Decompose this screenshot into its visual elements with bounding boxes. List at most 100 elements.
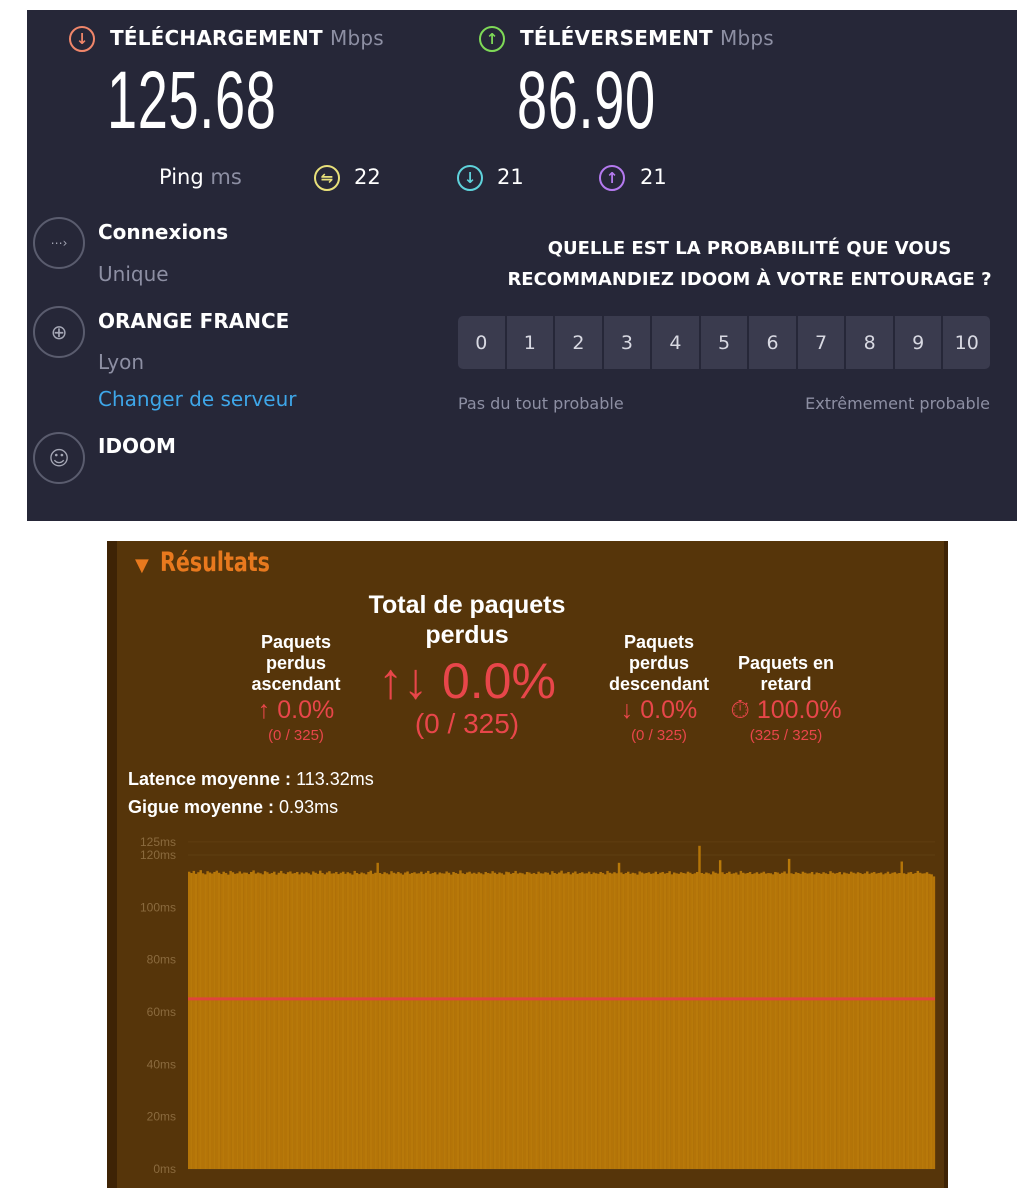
latency-bar — [762, 871, 766, 1169]
latency-bar — [413, 872, 416, 1169]
ping-text: Ping — [159, 165, 204, 189]
latency-bar — [679, 872, 683, 1169]
provider-name: IDOOM — [98, 434, 176, 458]
latency-bar — [353, 870, 356, 1169]
latency-bar — [463, 874, 467, 1169]
latency-bar — [622, 874, 625, 1169]
latency-bar — [604, 874, 607, 1169]
upstream-label-1: Paquets — [260, 632, 332, 652]
survey-option-8[interactable]: 8 — [846, 316, 893, 369]
latency-bar — [381, 874, 384, 1169]
latency-bar — [555, 873, 559, 1169]
latency-bar — [907, 872, 910, 1169]
upstream-label-3: ascendant — [251, 674, 341, 694]
latency-bar — [341, 871, 345, 1169]
latency-bar — [659, 872, 662, 1169]
latency-bar — [282, 873, 285, 1169]
latency-bar — [861, 874, 864, 1169]
results-panel: ▼ Résultats Paquets perdus ascendant ↑ 0… — [107, 541, 948, 1188]
latency-bar — [833, 873, 837, 1169]
latency-bar — [921, 873, 924, 1169]
latency-bar — [493, 872, 497, 1169]
latency-bar — [677, 873, 681, 1169]
latency-bar — [558, 872, 561, 1169]
latency-bar — [551, 871, 554, 1169]
latency-bar — [482, 874, 485, 1169]
latency-bar — [599, 871, 602, 1169]
survey-option-2[interactable]: 2 — [555, 316, 602, 369]
latency-bar — [374, 872, 377, 1169]
survey-option-4[interactable]: 4 — [652, 316, 699, 369]
latency-bar — [631, 872, 635, 1169]
survey-option-6[interactable]: 6 — [749, 316, 796, 369]
latency-bar — [778, 873, 782, 1169]
latency-bar — [884, 873, 887, 1169]
latency-bar — [394, 873, 398, 1169]
latency-bar — [776, 872, 779, 1169]
latency-bar — [245, 872, 248, 1169]
latency-bar — [735, 872, 738, 1169]
latency-bar — [581, 872, 584, 1169]
latency-bar — [417, 873, 421, 1169]
survey-option-7[interactable]: 7 — [797, 316, 845, 369]
latency-bar — [571, 872, 575, 1169]
latency-bar — [755, 872, 759, 1169]
survey-option-5[interactable]: 5 — [700, 316, 748, 369]
latency-bar — [312, 871, 315, 1169]
y-tick-label: 0ms — [153, 1162, 176, 1176]
latency-bar — [797, 873, 800, 1169]
upstream-count: (0 / 325) — [268, 727, 324, 744]
latency-bar — [815, 872, 818, 1169]
change-server-link[interactable]: Changer de serveur — [98, 387, 297, 411]
survey-option-1[interactable]: 1 — [506, 316, 554, 369]
upload-label: TÉLÉVERSEMENT — [520, 26, 713, 50]
latency-bar — [866, 871, 869, 1169]
latency-bar — [254, 873, 258, 1169]
latency-bar — [695, 871, 699, 1169]
survey-option-0[interactable]: 0 — [458, 316, 505, 369]
upload-header: TÉLÉVERSEMENT Mbps — [520, 26, 774, 50]
survey-option-9[interactable]: 9 — [894, 316, 942, 369]
latency-bar — [188, 871, 191, 1169]
latency-bar — [516, 873, 520, 1169]
downstream-count: (0 / 325) — [631, 727, 687, 744]
collapse-triangle-icon[interactable]: ▼ — [135, 555, 149, 576]
latency-bar — [300, 872, 304, 1169]
latency-bar — [847, 873, 851, 1169]
latency-bar — [739, 870, 743, 1169]
latency-bar — [760, 872, 763, 1169]
latency-bar — [537, 871, 540, 1169]
avg-latency: Latence moyenne : 113.32ms — [128, 769, 374, 790]
latency-bar — [923, 873, 926, 1169]
latency-bar — [895, 873, 899, 1169]
latency-bar — [870, 872, 874, 1169]
latency-bar — [751, 874, 754, 1169]
latency-bar — [525, 871, 529, 1169]
latency-bar — [583, 873, 586, 1169]
latency-bar — [192, 870, 196, 1169]
latency-bar — [422, 874, 425, 1169]
latency-bar — [410, 873, 414, 1169]
survey-option-10[interactable]: 10 — [943, 316, 991, 369]
latency-bar — [466, 872, 469, 1169]
latency-bar — [215, 870, 219, 1169]
latency-bar — [535, 874, 538, 1169]
results-title[interactable]: Résultats — [160, 547, 270, 578]
latency-bar — [932, 876, 936, 1169]
latency-bar — [523, 874, 527, 1169]
download-ping-icon: ↓ — [457, 165, 483, 191]
latency-bar — [491, 871, 494, 1169]
upload-value: 86.90 — [517, 55, 656, 146]
latency-bar — [553, 873, 556, 1169]
latency-bar — [925, 872, 929, 1169]
latency-bar — [369, 870, 373, 1169]
survey-option-3[interactable]: 3 — [603, 316, 651, 369]
latency-bar — [714, 872, 717, 1169]
latency-bar — [893, 872, 897, 1169]
latency-bar — [730, 873, 733, 1169]
latency-bar — [700, 873, 704, 1169]
latency-bar — [656, 874, 660, 1169]
total-value: ↑↓ 0.0% — [378, 653, 556, 709]
latency-bar — [645, 873, 648, 1169]
latency-bar — [475, 873, 478, 1169]
